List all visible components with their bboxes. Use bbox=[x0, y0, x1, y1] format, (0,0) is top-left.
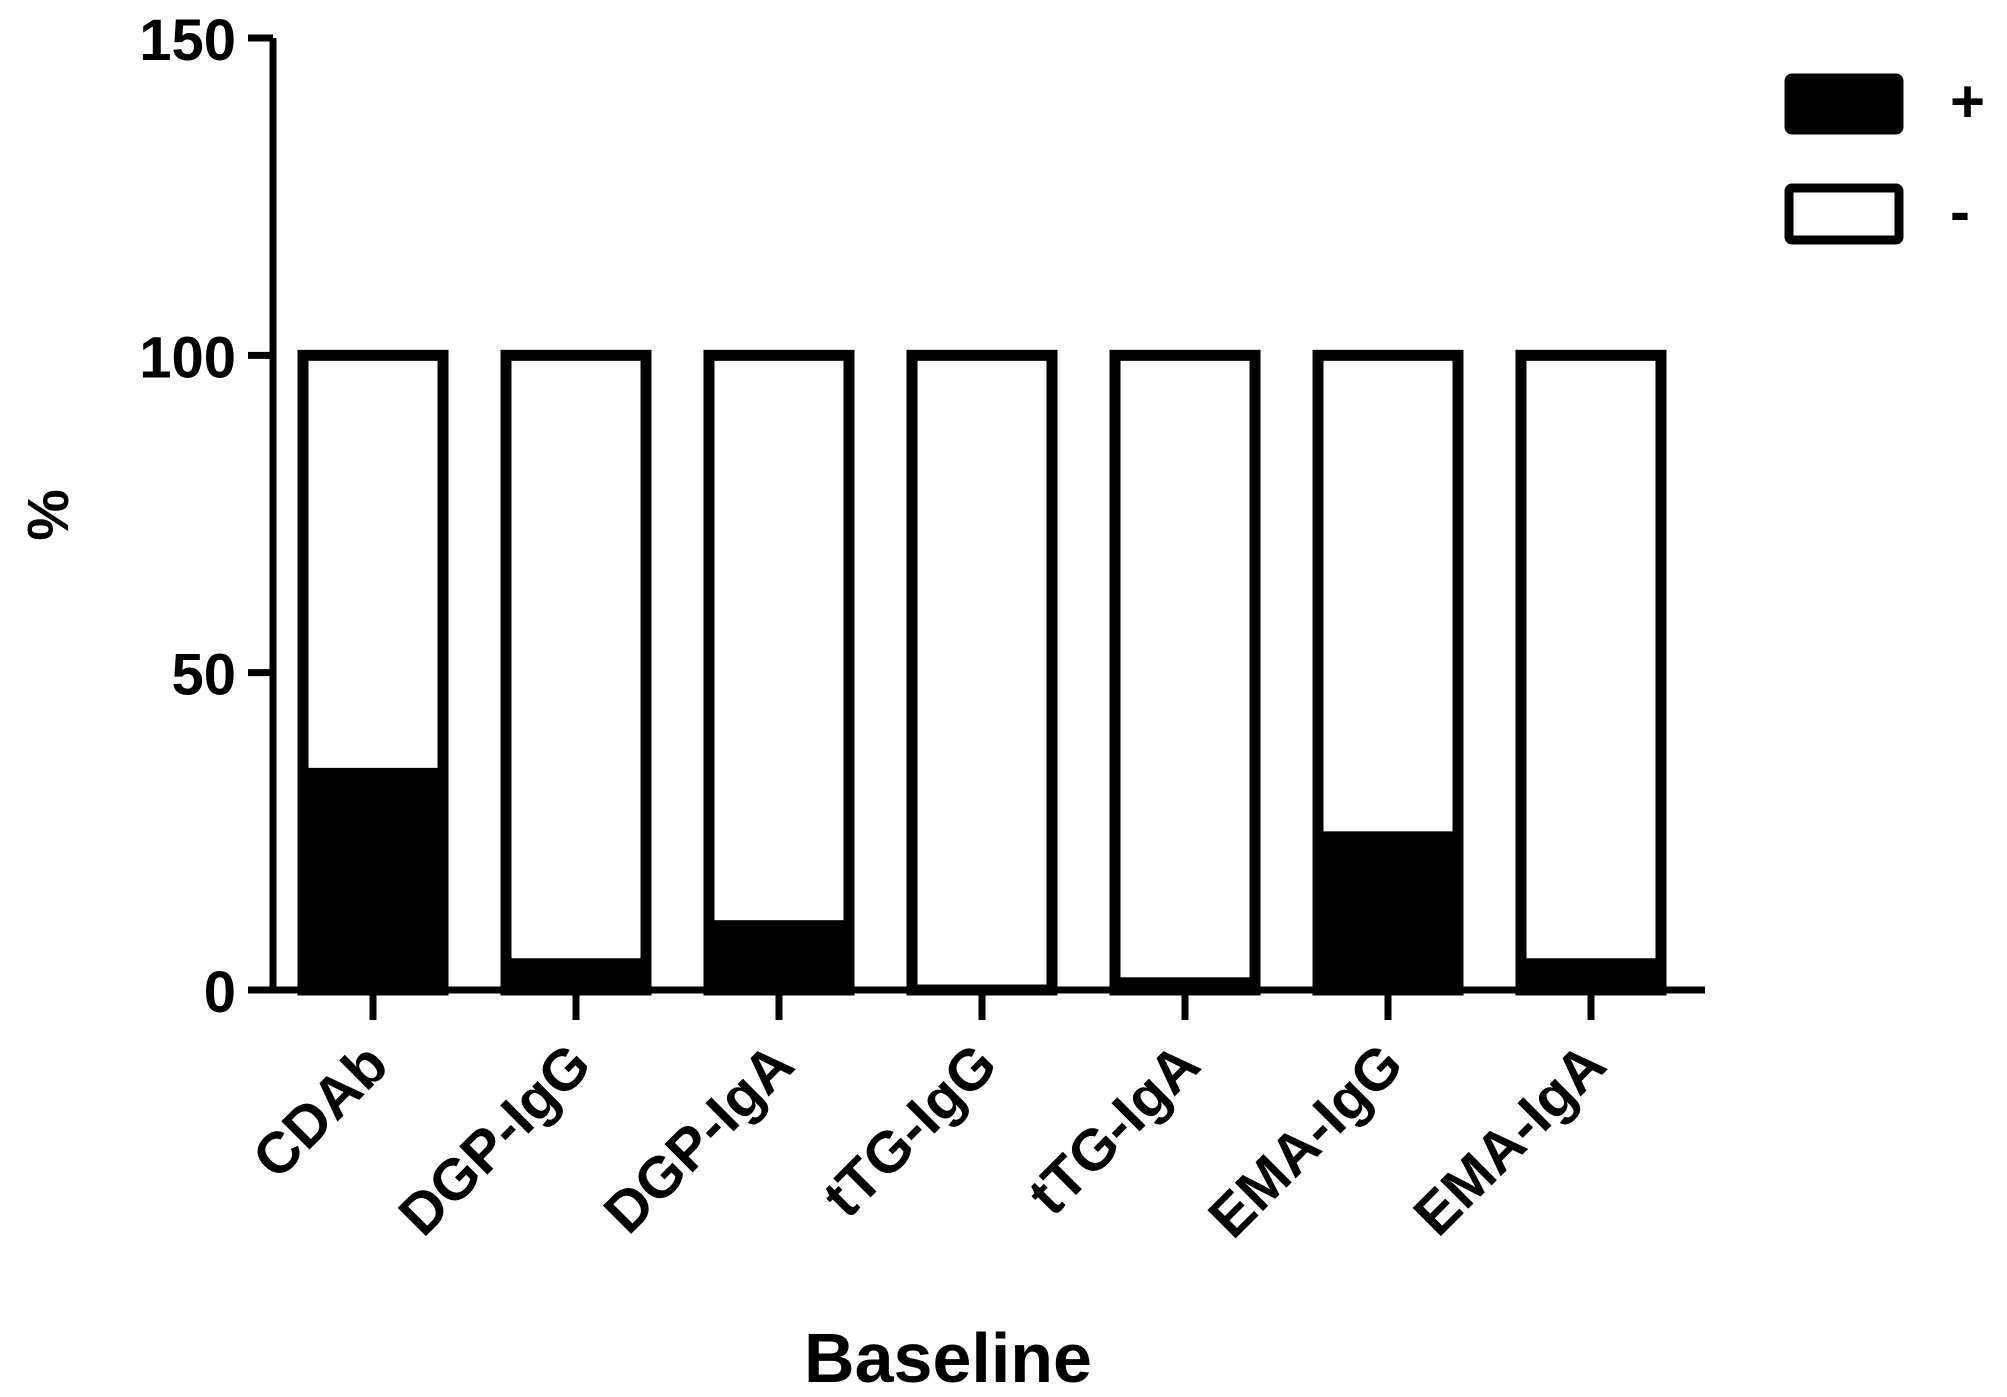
bar-negative-ttg-igg bbox=[906, 349, 1058, 996]
legend: +- bbox=[1784, 68, 1985, 245]
x-axis-label: Baseline bbox=[804, 1319, 1092, 1397]
bar-positive-cdab bbox=[297, 767, 449, 990]
legend-label-negative: - bbox=[1950, 178, 1970, 245]
bar-positive-dgp-igg bbox=[500, 958, 652, 990]
x-tick-label: tTG-IgA bbox=[1016, 1031, 1212, 1227]
legend-label-positive: + bbox=[1950, 68, 1985, 135]
x-tick-label: EMA-IgG bbox=[1196, 1031, 1415, 1250]
y-axis-label: % bbox=[16, 489, 81, 541]
bar-positive-ema-igg bbox=[1312, 831, 1464, 990]
x-tick-label: EMA-IgA bbox=[1401, 1031, 1618, 1248]
bar-negative-dgp-iga bbox=[703, 349, 855, 996]
y-tick-label: 0 bbox=[204, 960, 236, 1025]
bar-positive-dgp-iga bbox=[703, 920, 855, 990]
y-tick-label: 100 bbox=[139, 325, 236, 390]
x-tick-label: tTG-IgG bbox=[811, 1031, 1010, 1230]
bars-group bbox=[297, 349, 1667, 996]
axes-group bbox=[269, 38, 1705, 994]
y-ticks-group: 0 50 100 150 bbox=[139, 8, 273, 1025]
y-tick-label: 50 bbox=[171, 643, 236, 708]
legend-swatch-positive bbox=[1784, 73, 1904, 135]
bar-negative-ema-iga bbox=[1515, 349, 1667, 996]
x-tick-label: DGP-IgG bbox=[386, 1031, 603, 1248]
bar-positive-ema-iga bbox=[1515, 958, 1667, 990]
x-tick-label: CDAb bbox=[240, 1031, 400, 1191]
y-tick-label: 150 bbox=[139, 8, 236, 73]
x-tick-label: DGP-IgA bbox=[592, 1031, 807, 1246]
bar-negative-dgp-igg bbox=[500, 349, 652, 996]
legend-swatch-negative bbox=[1784, 183, 1904, 245]
bar-negative-ttg-iga bbox=[1109, 349, 1261, 996]
